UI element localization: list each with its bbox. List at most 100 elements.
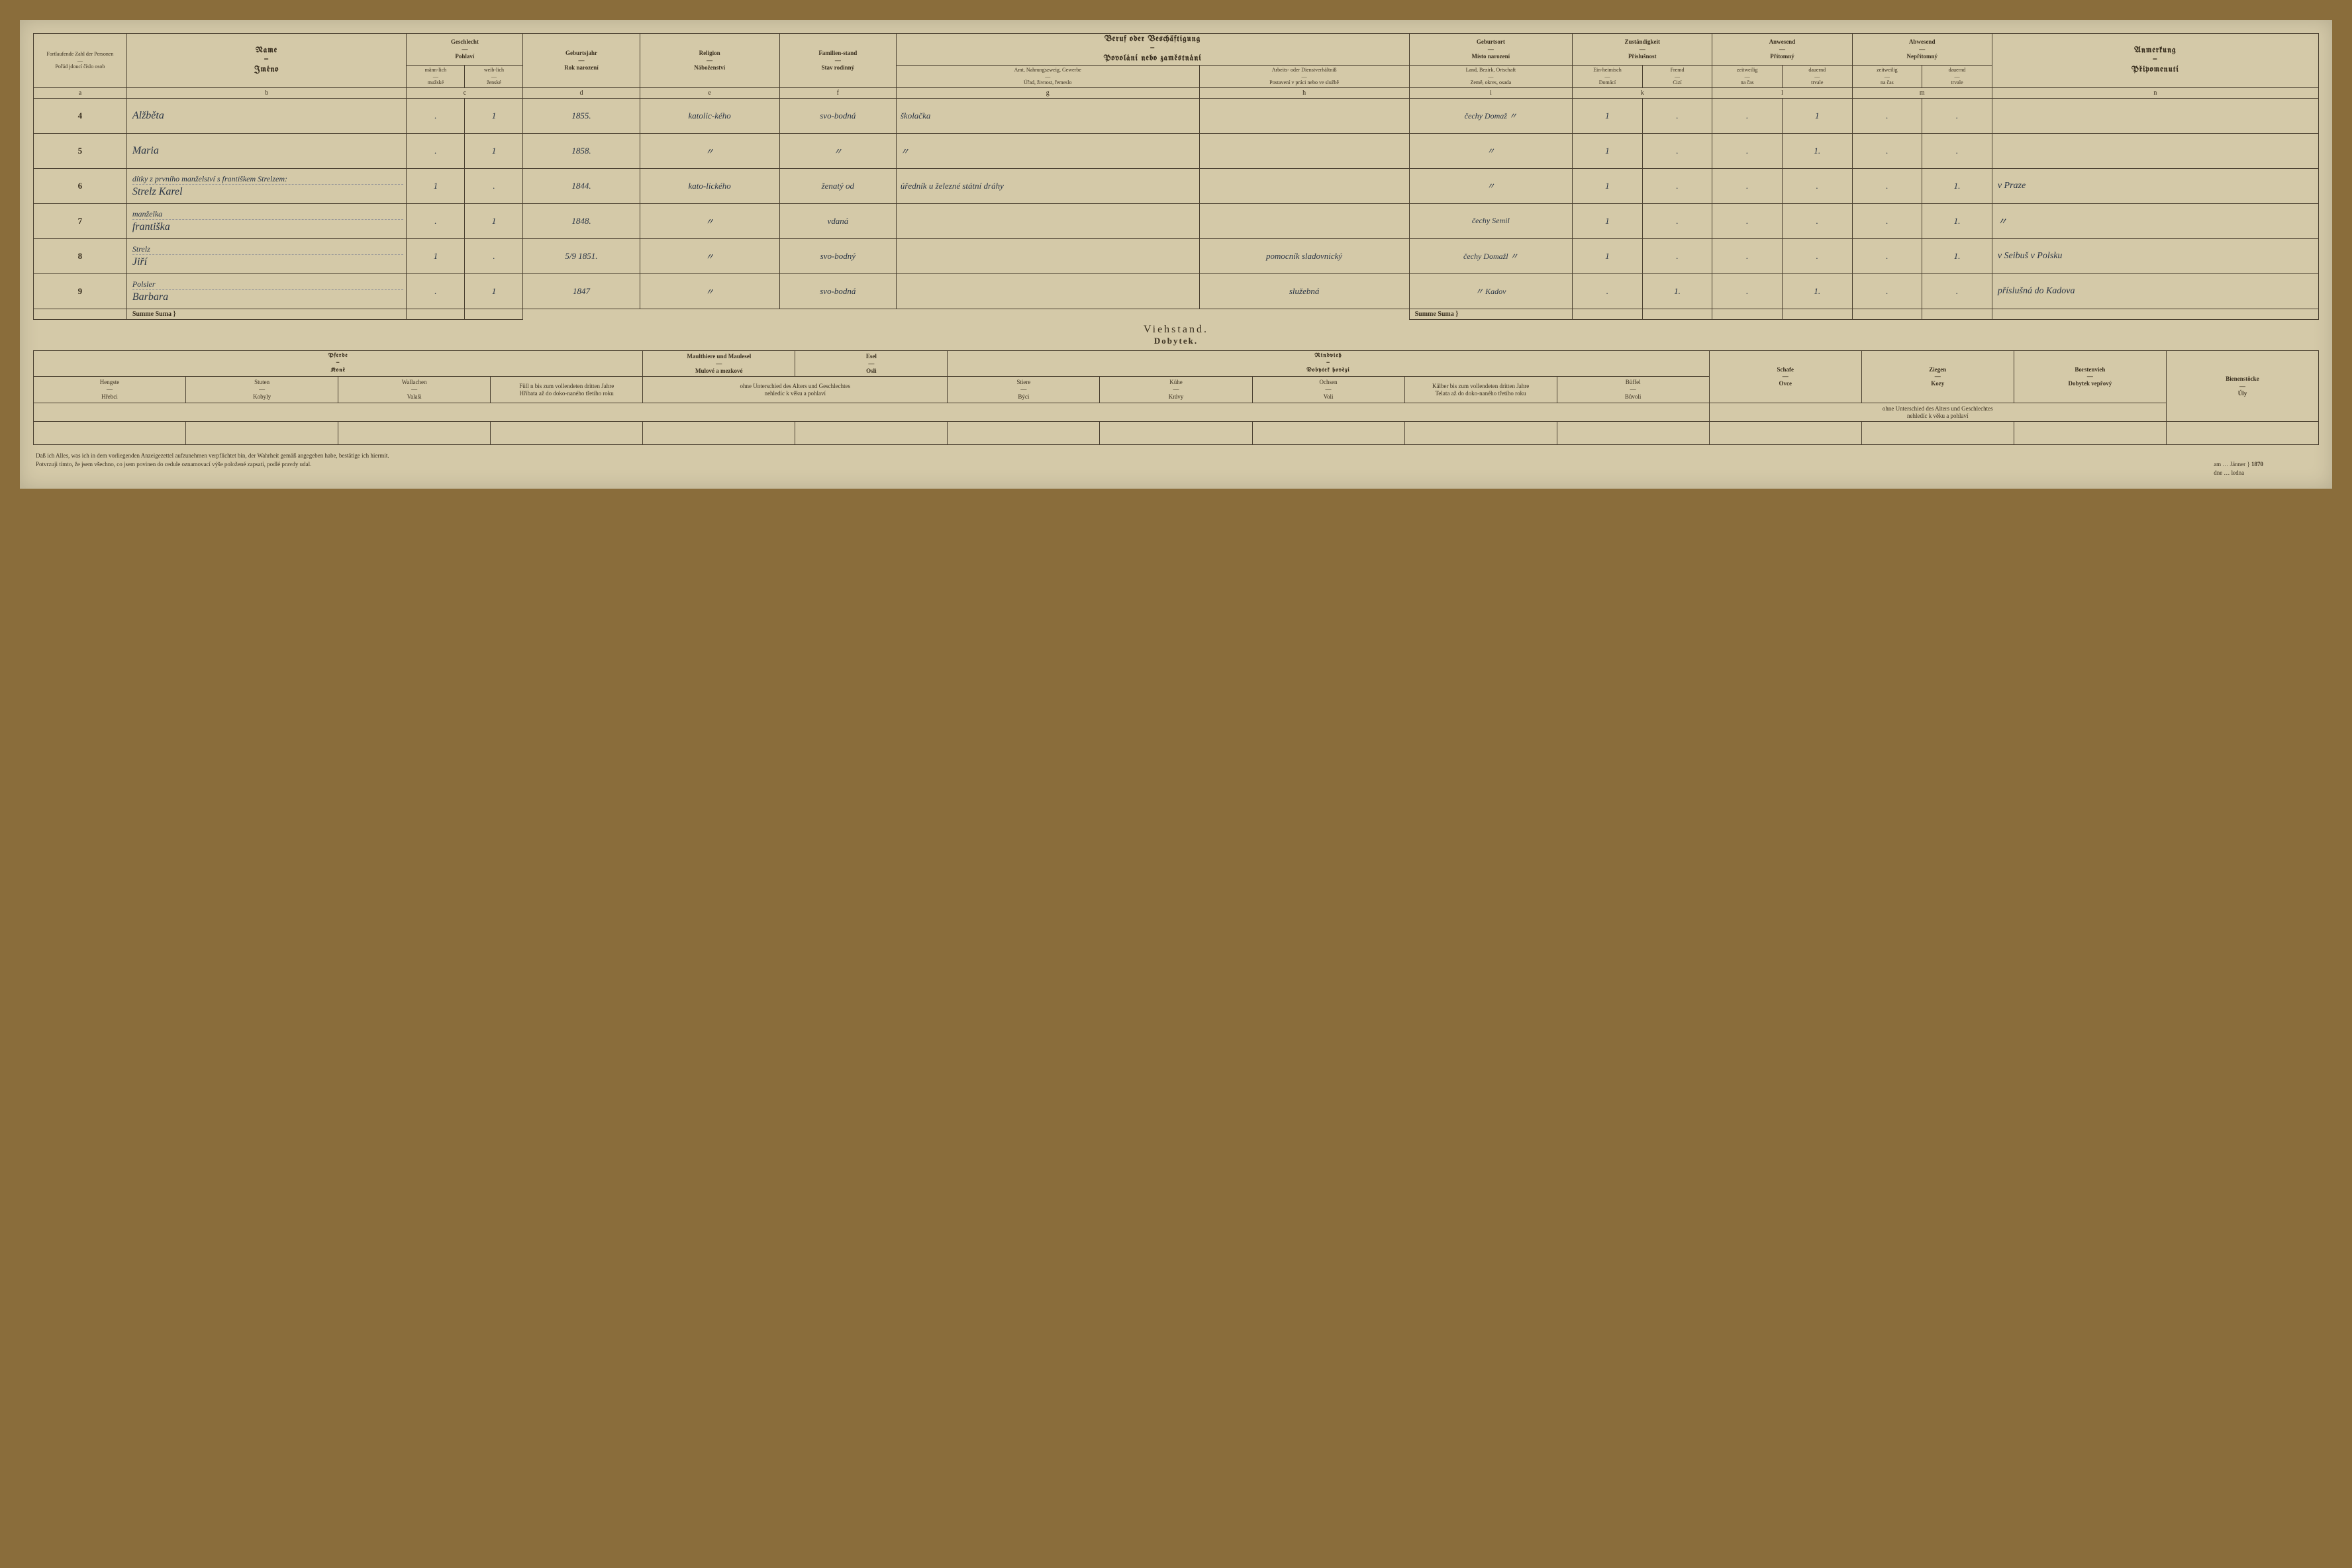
census-page: Fortlaufende Zahl der Personen—Pořád jdo… <box>20 20 2332 489</box>
cell-for: . <box>1642 203 1712 238</box>
ls-hengste: Hengste—Hřebci <box>34 377 186 403</box>
cell-pd: 1. <box>1782 133 1852 168</box>
cell-year: 1858. <box>523 133 640 168</box>
cell-m: . <box>407 273 465 309</box>
cell-work <box>1199 98 1409 133</box>
hdr-present: Anwesend—Přítomný <box>1712 34 1852 66</box>
cell-ad: . <box>1922 98 1992 133</box>
cell-pd: . <box>1782 203 1852 238</box>
cell-dom: . <box>1573 273 1643 309</box>
hdr-sex-m: männ-lich—mužské <box>407 66 465 88</box>
cell-az: . <box>1852 133 1922 168</box>
cell-pz: . <box>1712 273 1783 309</box>
cell-fam: svo-bodná <box>779 98 896 133</box>
ls-wallachen: Wallachen—Valaši <box>338 377 491 403</box>
cell-birth: čechy Semil <box>1409 203 1573 238</box>
ls-stuten: Stuten—Kobyly <box>186 377 338 403</box>
cell-seq: 5 <box>34 133 127 168</box>
cell-f: 1 <box>465 133 523 168</box>
cell-m: . <box>407 203 465 238</box>
cell-rel: 〃 <box>640 238 779 273</box>
cell-pd: . <box>1782 168 1852 203</box>
ls-ochsen: Ochsen—Voli <box>1252 377 1404 403</box>
hdr-birthplace: Geburtsort—Místo narození <box>1409 34 1573 66</box>
cell-for: . <box>1642 238 1712 273</box>
cell-fam: svo-bodná <box>779 273 896 309</box>
ls-data-row <box>34 422 2319 445</box>
cell-m: 1 <box>407 168 465 203</box>
ls-borst: Borstenvieh—Dobytek vepřový <box>2014 350 2166 403</box>
cell-name: StrelzJiří <box>126 238 407 273</box>
cell-name: Alžběta <box>126 98 407 133</box>
footer: Daß ich Alles, was ich in dem vorliegend… <box>33 445 2319 475</box>
footer-de: Daß ich Alles, was ich in dem vorliegend… <box>36 452 389 459</box>
cell-for: . <box>1642 98 1712 133</box>
cell-pd: . <box>1782 238 1852 273</box>
livestock-title-cz: Dobytek. <box>33 336 2319 350</box>
cell-dom: 1 <box>1573 238 1643 273</box>
ls-rind: Rindvieh—Dobytek hovězí <box>948 350 1709 376</box>
cell-for: 1. <box>1642 273 1712 309</box>
cell-name: PolslerBarbara <box>126 273 407 309</box>
ls-kuhe: Kühe—Krávy <box>1100 377 1252 403</box>
livestock-title-de: Viehstand. <box>33 320 2319 336</box>
cell-az: . <box>1852 238 1922 273</box>
table-row: 8 StrelzJiří 1 . 5/9 1851. 〃 svo-bodný p… <box>34 238 2319 273</box>
cell-work <box>1199 133 1409 168</box>
cell-occ: 〃 <box>896 133 1199 168</box>
cell-az: . <box>1852 168 1922 203</box>
cell-occ <box>896 203 1199 238</box>
cell-pd: 1. <box>1782 273 1852 309</box>
hdr-absent: Abwesend—Nepřítomný <box>1852 34 1992 66</box>
table-row: 5 Maria . 1 1858. 〃 〃 〃 〃 1 . . 1. . . <box>34 133 2319 168</box>
cell-note <box>1992 98 2318 133</box>
table-row: 6 dítky z prvního manželství s františke… <box>34 168 2319 203</box>
cell-pz: . <box>1712 168 1783 203</box>
ls-note-age2: ohne Unterschied des Alters und Geschlec… <box>1709 403 2166 422</box>
ls-ziegen: Ziegen—Kozy <box>1861 350 2014 403</box>
livestock-table: Pferde—Koně Maulthiere und Maulesel—Mulo… <box>33 350 2319 445</box>
hdr-belong: Zuständigkeit—Příslušnost <box>1573 34 1712 66</box>
ls-stiere: Stiere—Býci <box>948 377 1100 403</box>
ls-buffel: Büffel—Bůvoli <box>1557 377 1709 403</box>
cell-f: 1 <box>465 273 523 309</box>
cell-name: Maria <box>126 133 407 168</box>
cell-work <box>1199 203 1409 238</box>
cell-occ: školačka <box>896 98 1199 133</box>
cell-fam: vdaná <box>779 203 896 238</box>
ls-note-age: ohne Unterschied des Alters und Geschlec… <box>643 377 948 403</box>
summe-row: Summe Suma } Summe Suma } <box>34 309 2319 319</box>
hdr-pd: dauernd—trvale <box>1782 66 1852 88</box>
cell-note: příslušná do Kadova <box>1992 273 2318 309</box>
hdr-ad: dauernd—trvale <box>1922 66 1992 88</box>
cell-birth: čechy Domažl 〃 <box>1409 238 1573 273</box>
cell-birth: 〃 <box>1409 168 1573 203</box>
cell-ad: 1. <box>1922 168 1992 203</box>
footer-year: 1870 <box>2251 461 2263 467</box>
cell-note: v Seibuš v Polsku <box>1992 238 2318 273</box>
footer-date-de: am … Jänner <box>2214 461 2245 467</box>
summe-label: Summe Suma } <box>126 309 407 319</box>
cell-pz: . <box>1712 238 1783 273</box>
cell-m: . <box>407 133 465 168</box>
cell-occ: úředník u železné státní dráhy <box>896 168 1199 203</box>
cell-work: služebná <box>1199 273 1409 309</box>
cell-dom: 1 <box>1573 133 1643 168</box>
hdr-sex: Geschlecht—Pohlaví <box>407 34 523 66</box>
cell-birth: 〃 Kadov <box>1409 273 1573 309</box>
cell-work: pomocník sladovnický <box>1199 238 1409 273</box>
cell-az: . <box>1852 273 1922 309</box>
cell-dom: 1 <box>1573 98 1643 133</box>
cell-m: . <box>407 98 465 133</box>
cell-az: . <box>1852 98 1922 133</box>
hdr-occ-h: Arbeits- oder Dienstverhältniß—Postavení… <box>1199 66 1409 88</box>
hdr-birth: Geburtsjahr—Rok narození <box>523 34 640 88</box>
hdr-pz: zeitweilig—na čas <box>1712 66 1783 88</box>
cell-year: 1855. <box>523 98 640 133</box>
ls-maul: Maulthiere und Maulesel—Mulové a mezkové <box>643 350 795 376</box>
hdr-dom: Ein-heimisch—Domácí <box>1573 66 1643 88</box>
cell-birth: čechy Domaž 〃 <box>1409 98 1573 133</box>
cell-m: 1 <box>407 238 465 273</box>
census-table: Fortlaufende Zahl der Personen—Pořád jdo… <box>33 33 2319 320</box>
cell-note: v Praze <box>1992 168 2318 203</box>
